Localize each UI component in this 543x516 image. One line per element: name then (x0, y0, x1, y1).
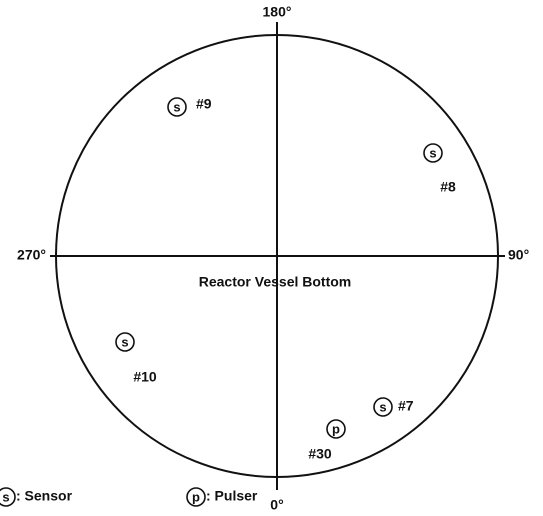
angle-label: 180° (263, 4, 292, 20)
marker-circle (373, 397, 393, 417)
legend-label: : Sensor (16, 488, 73, 504)
marker-symbol: s (379, 399, 386, 414)
angle-label: 270° (17, 247, 46, 263)
marker-circle (115, 332, 135, 352)
marker-circle (423, 143, 443, 163)
legend-label: : Pulser (206, 488, 258, 504)
marker-symbol: s (121, 334, 128, 349)
marker-label: #7 (398, 398, 414, 414)
marker-circle (186, 487, 206, 507)
marker-symbol: s (429, 145, 436, 160)
marker-circle (0, 487, 16, 507)
marker-label: #8 (440, 179, 456, 195)
angle-label: 0° (270, 497, 283, 513)
angle-label: 90° (508, 247, 529, 263)
marker-circle (167, 97, 187, 117)
marker-symbol: p (332, 421, 340, 436)
marker-circle (326, 419, 346, 439)
marker-symbol: p (192, 489, 200, 504)
marker-label: #10 (133, 369, 157, 385)
marker-symbol: s (173, 99, 180, 114)
marker-label: #30 (308, 446, 332, 462)
marker-symbol: s (2, 489, 9, 504)
marker-label: #9 (196, 96, 212, 112)
center-label: Reactor Vessel Bottom (199, 274, 352, 290)
